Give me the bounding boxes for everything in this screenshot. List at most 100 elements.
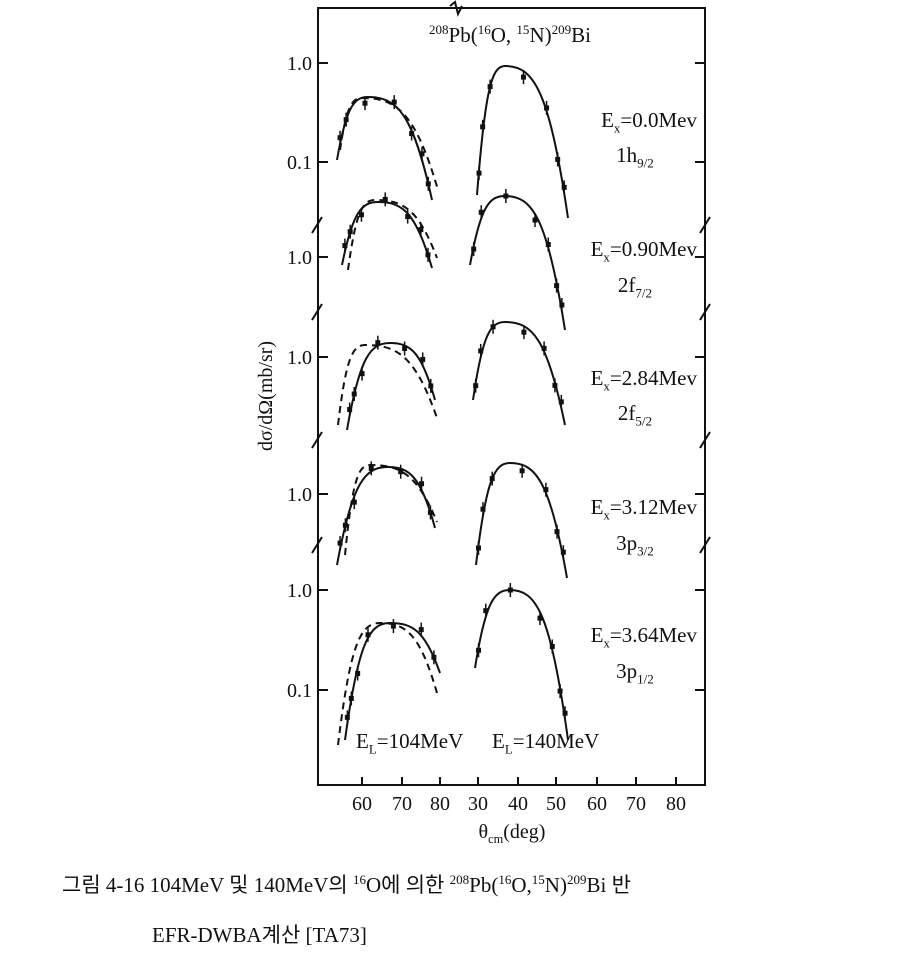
text-run: =0.90Mev (610, 237, 698, 261)
axis-break (311, 536, 711, 554)
y-tick-label: 0.1 (287, 680, 312, 702)
theory-curve (346, 341, 436, 431)
text-run: O, (491, 23, 517, 47)
sub: x (603, 507, 610, 522)
x-tick-label: 70 (392, 793, 412, 815)
text-run: E (591, 495, 604, 519)
state-level: 3p3/2 (616, 531, 654, 558)
text-run: E (591, 366, 604, 390)
y-tick-label: 0.1 (287, 152, 312, 174)
text-run: 3p (616, 531, 637, 555)
sup: 209 (552, 22, 572, 37)
sub: L (505, 741, 513, 756)
theory-curve-dashed (344, 463, 438, 556)
text-run: Bi (571, 23, 591, 47)
x-tick-label: 30 (468, 793, 488, 815)
sup: 15 (516, 22, 529, 37)
theory-curve-dashed (339, 96, 439, 191)
x-axis-label: θcm(deg) (479, 821, 546, 846)
x-tick-label: 40 (508, 793, 528, 815)
text-run: N) (529, 23, 551, 47)
theory-curve (472, 320, 566, 426)
sub: 9/2 (637, 155, 654, 170)
sub: 3/2 (637, 543, 654, 558)
theory-curve (475, 461, 568, 579)
sub: x (614, 120, 621, 135)
y-tick-label: 1.0 (287, 247, 312, 269)
text-run: 3p (616, 659, 637, 683)
sup: 16 (478, 22, 492, 37)
theory-curve-dashed (337, 343, 438, 426)
state-level: 1h9/2 (616, 143, 654, 170)
plot-frame (317, 7, 706, 786)
x-tick-label: 60 (352, 793, 372, 815)
sub: cm (488, 832, 503, 846)
text-run: =3.12Mev (610, 495, 698, 519)
text-run: E (492, 729, 505, 753)
text-run: 2f (618, 401, 636, 425)
x-tick-label: 50 (546, 793, 566, 815)
text-run: 2f (618, 273, 636, 297)
sub: 1/2 (637, 671, 654, 686)
text-run: =0.0Mev (620, 108, 697, 132)
sup: 15 (532, 872, 545, 887)
x-tick-label: 80 (430, 793, 450, 815)
caption-line: EFR-DWBA계산 [TA73] (152, 923, 367, 947)
theory-curve (476, 64, 569, 219)
axis-break (311, 303, 711, 321)
x-tick-label: 60 (587, 793, 607, 815)
text-run: Pb( (469, 873, 498, 897)
state-energy: Ex=0.0Mev (601, 108, 697, 135)
text-run: Bi 반 (587, 873, 631, 897)
sub: L (369, 741, 377, 756)
sup: 208 (429, 22, 449, 37)
y-tick-label: 1.0 (287, 53, 312, 75)
text-run: E (601, 108, 614, 132)
sub: x (603, 378, 610, 393)
text-run: =2.84Mev (610, 366, 698, 390)
beam-energy: EL=140MeV (492, 729, 599, 756)
sup: 208 (450, 872, 470, 887)
state-energy: Ex=3.64Mev (591, 623, 698, 650)
text-run: O에 의한 (366, 873, 450, 897)
y-tick-label: 1.0 (287, 484, 312, 506)
x-tick-label: 70 (626, 793, 646, 815)
theory-curve (341, 200, 433, 269)
state-level: 3p1/2 (616, 659, 654, 686)
sup: 209 (567, 872, 587, 887)
sub: x (603, 635, 610, 650)
state-level: 2f7/2 (618, 273, 652, 300)
state-energy: Ex=0.90Mev (591, 237, 698, 264)
text-run: =104MeV (377, 729, 464, 753)
text-run: E (591, 623, 604, 647)
axis-break (449, 0, 463, 17)
theory-curve (469, 194, 566, 331)
text-run: O, (511, 873, 531, 897)
theory-curve-dashed (337, 621, 438, 746)
caption-line: 그림 4-16 104MeV 및 140MeV의 16O에 의한 208Pb( 1… (62, 872, 631, 897)
text-run: E (591, 237, 604, 261)
sub: x (603, 249, 610, 264)
text-run: θ (479, 821, 489, 843)
axis-break (311, 216, 711, 234)
plot-title: 208Pb(16O, 15N)209Bi (429, 22, 591, 47)
text-run: Pb( (449, 23, 478, 47)
sub: 5/2 (635, 413, 652, 428)
text-run: N) (545, 873, 567, 897)
y-tick-label: 1.0 (287, 347, 312, 369)
text-run: E (356, 729, 369, 753)
text-run: =3.64Mev (610, 623, 698, 647)
theory-curve (474, 588, 569, 741)
text-run: =140MeV (513, 729, 600, 753)
y-tick-label: 1.0 (287, 580, 312, 602)
sub: 7/2 (635, 285, 652, 300)
text-run: 1h (616, 143, 638, 167)
state-energy: Ex=2.84Mev (591, 366, 698, 393)
text-run: 그림 4-16 104MeV 및 140MeV의 (62, 873, 353, 897)
text-run: EFR-DWBA계산 [TA73] (152, 923, 367, 947)
sup: 16 (353, 872, 367, 887)
y-axis-label: dσ/dΩ(mb/sr) (255, 341, 277, 451)
beam-energy: EL=104MeV (356, 729, 463, 756)
axis-break (311, 431, 711, 449)
